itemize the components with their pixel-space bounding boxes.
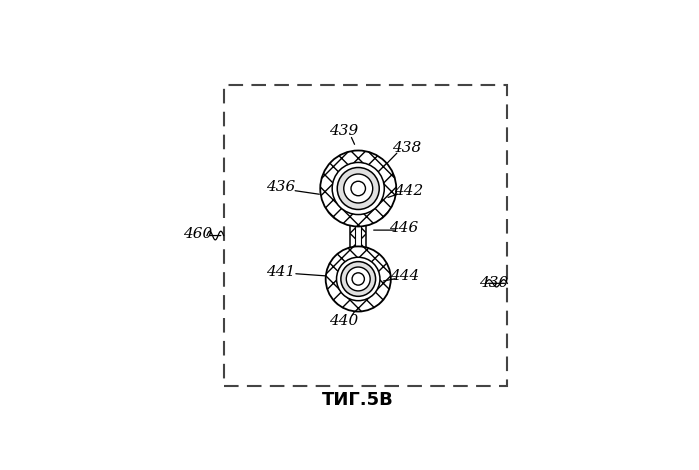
Circle shape xyxy=(337,167,380,210)
Circle shape xyxy=(336,257,380,301)
Circle shape xyxy=(332,163,384,214)
Circle shape xyxy=(346,267,370,291)
Circle shape xyxy=(344,174,373,203)
Circle shape xyxy=(341,262,375,297)
Circle shape xyxy=(352,273,364,285)
Text: 460: 460 xyxy=(182,227,212,241)
Text: 436: 436 xyxy=(266,180,295,195)
Text: 441: 441 xyxy=(266,265,295,279)
Polygon shape xyxy=(350,214,366,252)
Circle shape xyxy=(326,246,391,312)
Polygon shape xyxy=(355,214,361,252)
Text: 440: 440 xyxy=(329,314,359,329)
Text: 438: 438 xyxy=(392,141,421,155)
Text: 444: 444 xyxy=(390,269,419,283)
Text: 442: 442 xyxy=(394,184,423,198)
Text: 446: 446 xyxy=(389,221,418,235)
Circle shape xyxy=(351,181,366,196)
Text: 430: 430 xyxy=(480,275,509,290)
Text: 439: 439 xyxy=(329,124,359,138)
Text: ΤИГ.5В: ΤИГ.5В xyxy=(322,391,394,409)
Circle shape xyxy=(320,150,396,227)
